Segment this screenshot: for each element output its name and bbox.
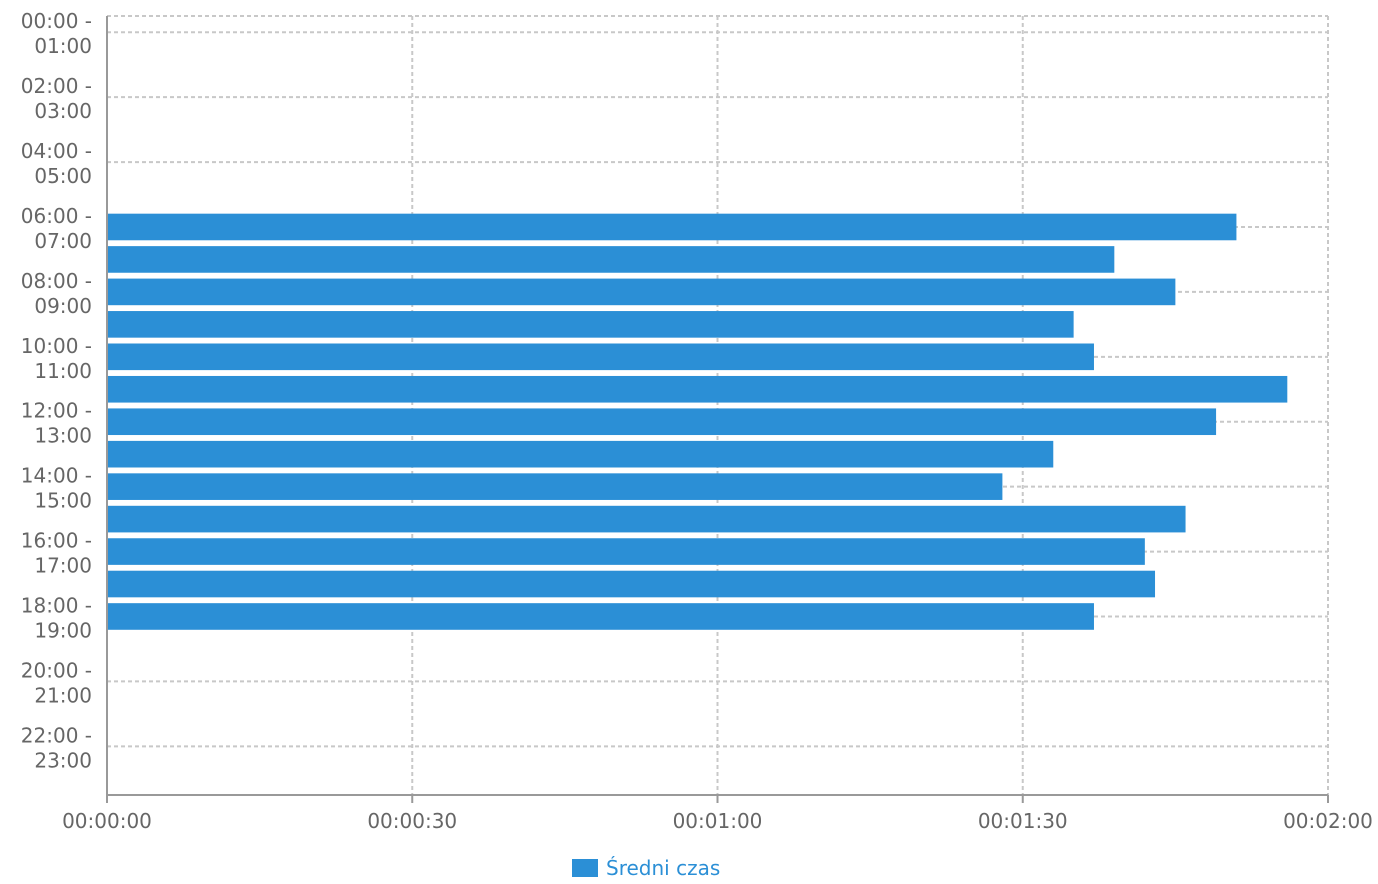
x-tick-label: 00:02:00 <box>1283 809 1373 833</box>
y-tick-label: 23:00 <box>34 748 92 772</box>
y-tick-label: 09:00 <box>34 294 92 318</box>
y-tick-label: 13:00 <box>34 424 92 448</box>
y-tick-label: 06:00 - <box>21 204 92 228</box>
y-axis-labels: 00:00 -01:00 02:00 -03:00 04:00 -05:00 06:0… <box>21 9 92 772</box>
x-tick-label: 00:01:30 <box>978 809 1068 833</box>
bar <box>107 538 1145 565</box>
bar <box>107 408 1216 435</box>
legend[interactable]: Średni czas <box>572 856 720 880</box>
bar <box>107 603 1094 630</box>
y-tick-label: 12:00 - <box>21 399 92 423</box>
bar <box>107 473 1002 500</box>
y-tick-label: 02:00 - <box>21 74 92 98</box>
y-tick-label: 03:00 <box>34 99 92 123</box>
bar <box>107 279 1175 306</box>
y-tick-label: 20:00 - <box>21 658 92 682</box>
grid <box>107 16 1328 795</box>
y-tick-label: 00:00 - <box>21 9 92 33</box>
y-tick-label: 10:00 - <box>21 334 92 358</box>
legend-label: Średni czas <box>606 856 720 880</box>
x-tick-label: 00:01:00 <box>673 809 763 833</box>
y-tick-label: 08:00 - <box>21 269 92 293</box>
y-tick-label: 18:00 - <box>21 593 92 617</box>
y-tick-label: 19:00 <box>34 618 92 642</box>
bars <box>107 214 1287 630</box>
bar <box>107 376 1287 403</box>
y-tick-label: 17:00 <box>34 554 92 578</box>
bar <box>107 246 1114 273</box>
bar <box>107 441 1053 468</box>
bar <box>107 344 1094 371</box>
y-tick-label: 05:00 <box>34 164 92 188</box>
x-axis-labels: 00:00:00 00:00:30 00:01:00 00:01:30 00:02:00 <box>62 809 1373 833</box>
y-tick-label: 16:00 - <box>21 529 92 553</box>
x-tick-label: 00:00:30 <box>367 809 457 833</box>
y-tick-label: 21:00 <box>34 683 92 707</box>
y-tick-label: 11:00 <box>34 359 92 383</box>
y-tick-label: 15:00 <box>34 489 92 513</box>
y-tick-label: 07:00 <box>34 229 92 253</box>
legend-swatch <box>572 859 598 877</box>
bar <box>107 506 1186 533</box>
bar <box>107 311 1074 338</box>
bar <box>107 214 1236 241</box>
bar <box>107 571 1155 598</box>
y-tick-label: 14:00 - <box>21 464 92 488</box>
y-tick-label: 22:00 - <box>21 723 92 747</box>
x-tick-label: 00:00:00 <box>62 809 152 833</box>
y-tick-label: 04:00 - <box>21 139 92 163</box>
y-tick-label: 01:00 <box>34 34 92 58</box>
